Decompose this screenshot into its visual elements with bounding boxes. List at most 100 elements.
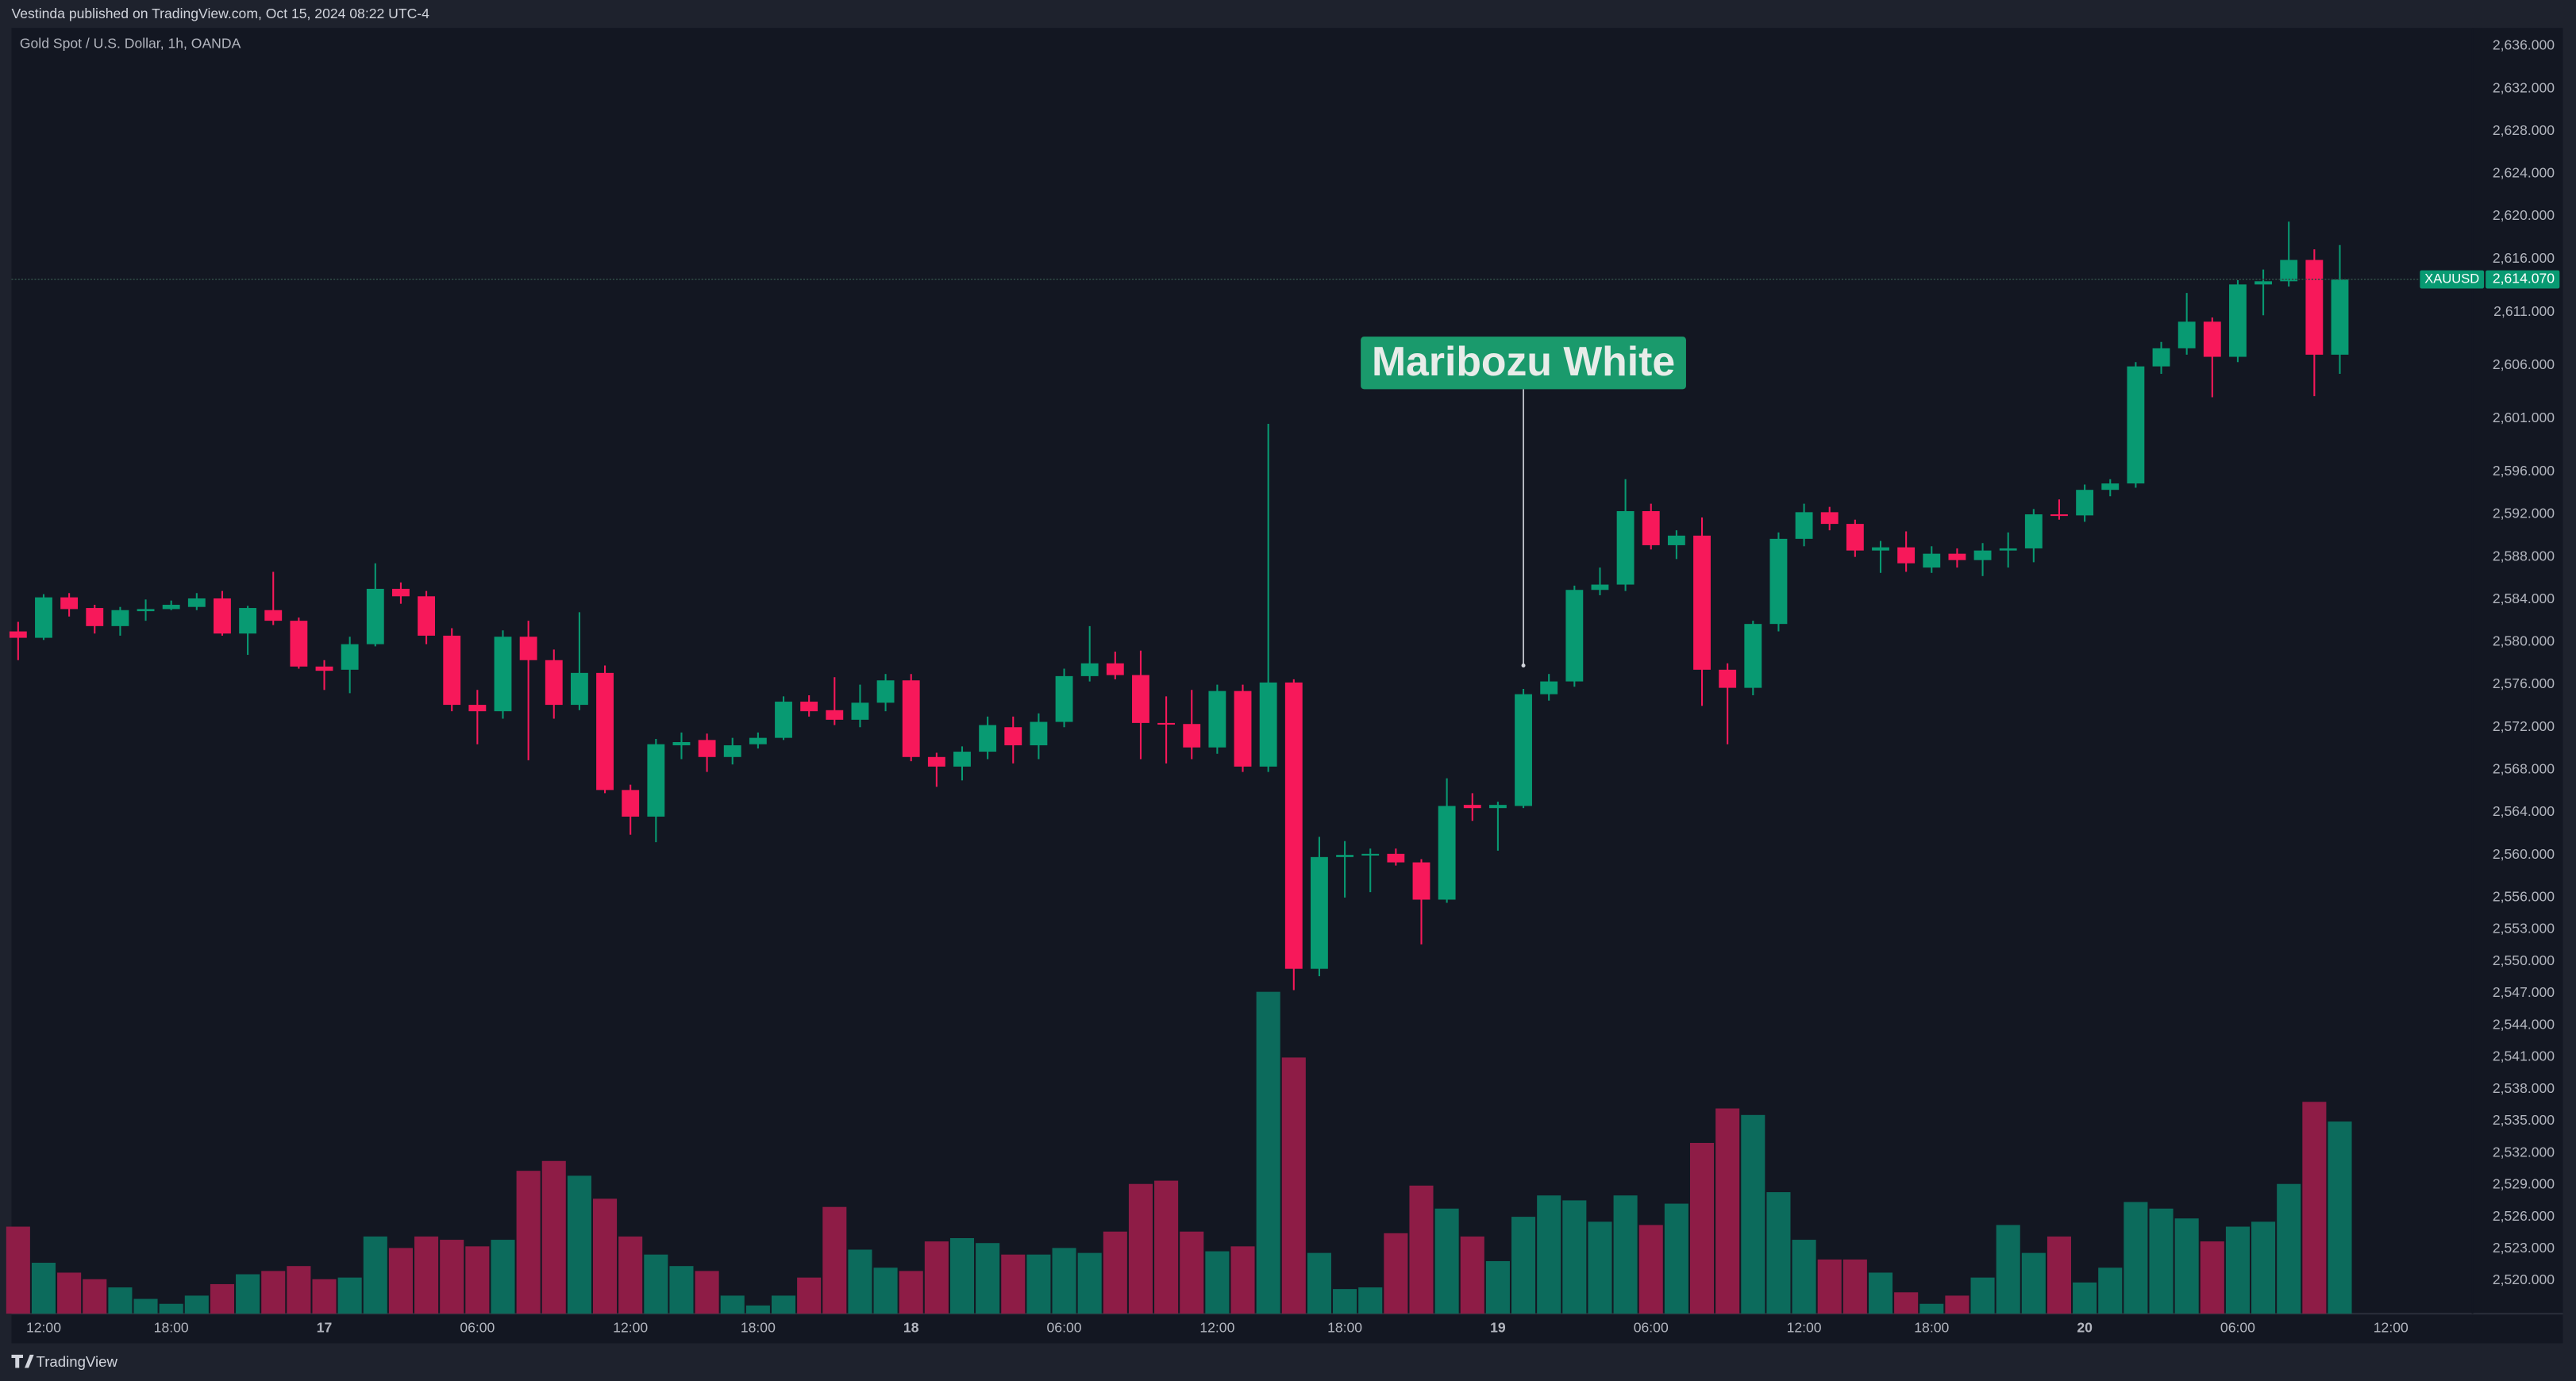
candle-body [264,610,283,621]
x-tick-label: 18:00 [154,1319,189,1335]
candle-body [2331,279,2349,355]
volume-bar [745,1305,770,1314]
candle-body [86,608,104,626]
x-tick-label: 06:00 [1634,1319,1669,1335]
volume-bar [669,1266,694,1314]
volume-bar [2328,1121,2352,1314]
volume-bar [388,1248,413,1314]
candle-body [1208,690,1226,748]
y-tick-label: 2,523.000 [2493,1240,2555,1256]
footer-logo: TradingView [11,1353,118,1370]
volume-bar [1715,1108,1740,1314]
y-tick-label: 2,568.000 [2493,761,2555,777]
volume-bar [1511,1217,1536,1314]
x-tick-label: 18:00 [1327,1319,1362,1335]
candle-body [1004,727,1022,746]
candle-body [1311,856,1328,969]
candle-body [1872,547,1889,551]
y-tick-label: 2,580.000 [2493,633,2555,649]
candle-body [111,610,129,626]
volume-bar [2251,1221,2276,1314]
x-tick-label: 17 [317,1319,333,1335]
y-tick-label: 2,526.000 [2493,1208,2555,1224]
candle-body [1897,547,1916,564]
y-tick-label: 2,636.000 [2493,37,2555,53]
plot: 2,636.000 2,632.000 2,628.000 2,624.000 2,62… [6,37,2560,1335]
candle-body [162,605,180,610]
y-tick-label: 2,592.000 [2493,506,2555,521]
volume-bar [1894,1292,1919,1314]
volume-bar [797,1277,822,1314]
volume-bar [133,1298,158,1314]
volume-bar [1766,1192,1791,1314]
volume-bar [1485,1260,1510,1314]
volume-bar [1409,1185,1434,1314]
candle-body [800,702,818,712]
candle-body [545,660,563,706]
volume-bar [1970,1277,1995,1314]
y-tick-label: 2,547.000 [2493,984,2555,1000]
y-tick-label: 2,616.000 [2493,250,2555,266]
x-tick-label: 06:00 [1047,1319,1082,1335]
volume-bar [1868,1272,1893,1314]
candle-body [392,588,410,597]
candle-body [1948,553,1966,560]
volume-bar [2277,1183,2301,1314]
y-tick-label: 2,541.000 [2493,1048,2555,1064]
candle-body [1438,806,1456,900]
x-tick-label: 12:00 [1199,1319,1234,1335]
volume-bar [1026,1254,1051,1314]
volume-bar [312,1279,337,1314]
volume-bar [363,1236,387,1314]
candle-body [570,672,588,706]
candle-body [1157,722,1176,725]
x-tick-label: 18:00 [741,1319,776,1335]
candle-body [1973,550,1992,560]
volume-bar [1307,1252,1331,1314]
volume-bar [1001,1254,1026,1314]
candle-body [902,680,920,757]
y-tick-label: 2,596.000 [2493,463,2555,479]
symbol-tag [2420,270,2485,289]
volume-bar [159,1303,183,1314]
volume-bar [695,1271,719,1314]
candle-body [214,598,231,634]
candle-body [290,621,308,667]
price-tag [2486,270,2560,289]
candle-body [927,756,945,767]
y-tick-label: 2,611.000 [2493,303,2555,319]
volume-bar [1052,1248,1076,1314]
volume-bar [848,1249,872,1314]
volume-bar [899,1271,923,1314]
volume-bar [2047,1236,2072,1314]
volume-bar [287,1266,311,1314]
candle-body [1259,682,1277,767]
volume-bar [1128,1183,1153,1314]
annotation-dot [1521,663,1526,667]
candle-body [1463,805,1481,809]
volume-bar [1689,1143,1715,1314]
volume-bar [541,1160,566,1314]
volume-bar [1996,1225,2020,1314]
candle-body [1693,535,1711,670]
x-tick-label: 12:00 [1787,1319,1822,1335]
candle-body [418,596,435,636]
candle-body [596,672,614,791]
candle-body [2203,321,2221,357]
y-tick-label: 2,576.000 [2493,675,2555,691]
y-tick-label: 2,606.000 [2493,356,2555,372]
volume-bar [210,1283,234,1314]
annotation-box [1361,337,1686,390]
volume-bar [924,1241,949,1314]
volume-bar [1664,1203,1688,1314]
symbol-title: Gold Spot / U.S. Dollar, 1h, OANDA [20,36,241,52]
candle-body [723,745,741,757]
y-tick-label: 2,628.000 [2493,122,2555,138]
candle-body [1744,624,1762,688]
volume-bar [236,1274,260,1314]
candle-body [1234,690,1252,767]
volume-bar [2174,1218,2199,1314]
candle-body [2127,366,2145,484]
candle-body [1667,535,1685,545]
